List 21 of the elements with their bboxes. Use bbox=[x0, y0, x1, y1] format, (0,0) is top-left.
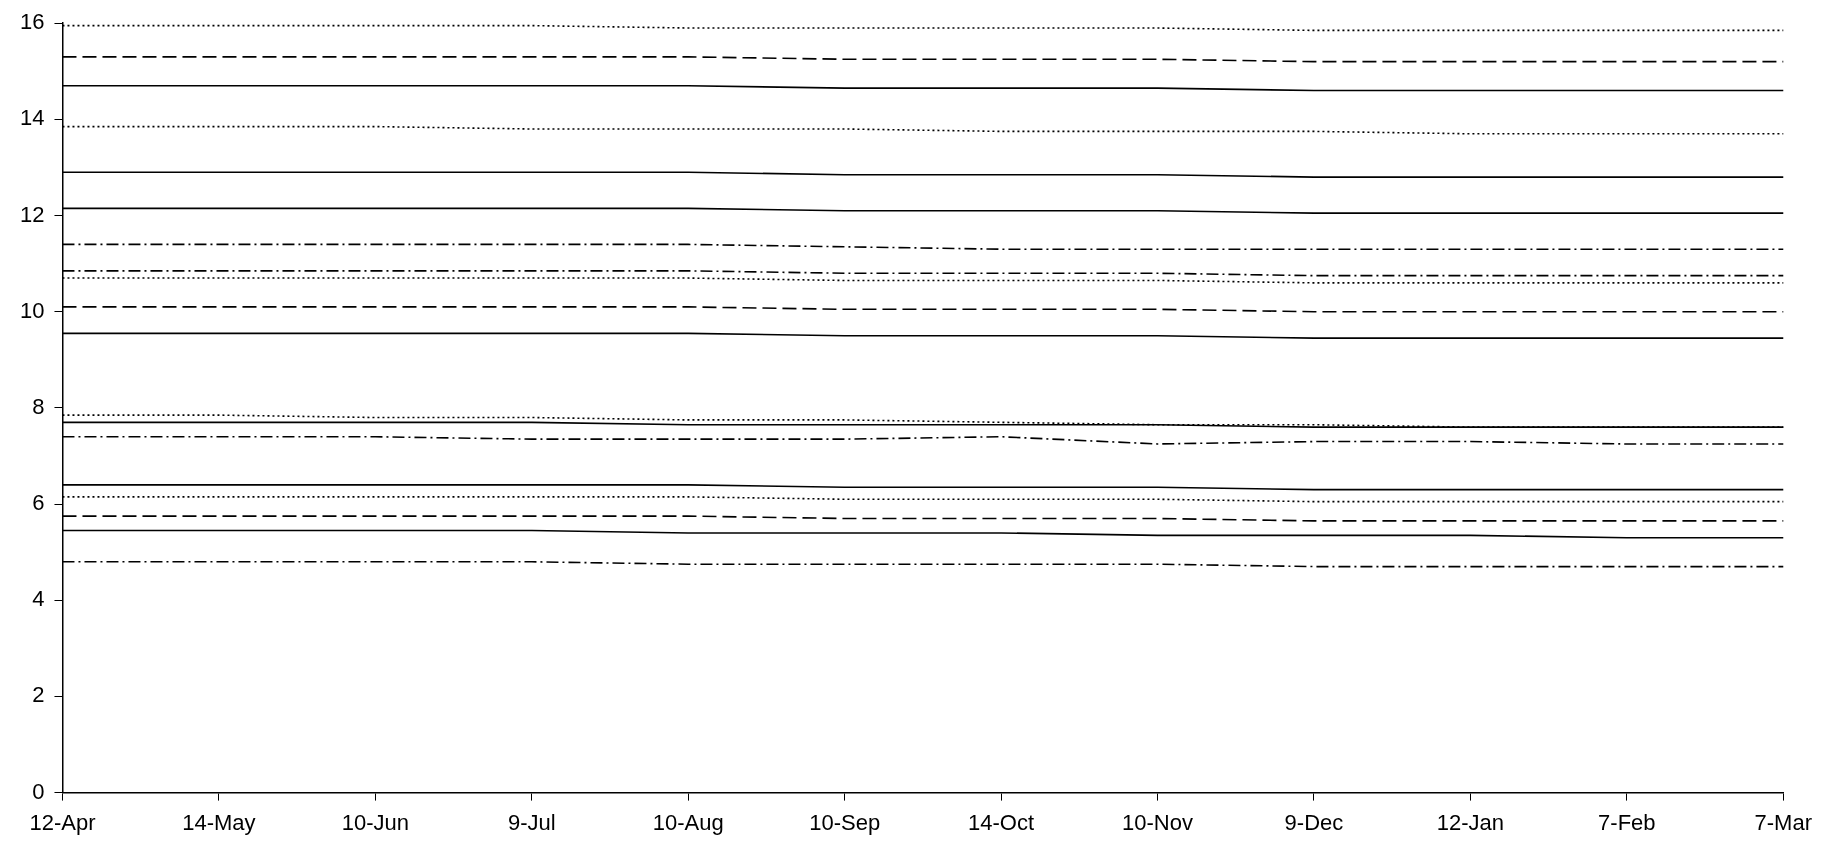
x-tick-label: 14-Oct bbox=[968, 809, 1035, 835]
x-tick-label: 10-Sep bbox=[809, 809, 881, 835]
y-tick-label: 8 bbox=[32, 393, 45, 419]
x-tick-label: 10-Aug bbox=[652, 809, 724, 835]
x-tick-label: 9-Jul bbox=[507, 809, 556, 835]
x-tick-label: 7-Mar bbox=[1754, 809, 1812, 835]
x-tick-label: 10-Nov bbox=[1122, 809, 1193, 835]
y-tick-label: 6 bbox=[32, 490, 45, 516]
y-tick-label: 16 bbox=[19, 9, 45, 35]
x-tick-label: 14-May bbox=[182, 809, 256, 835]
x-tick-label: 12-Apr bbox=[29, 809, 96, 835]
x-tick-label: 9-Dec bbox=[1284, 809, 1344, 835]
y-tick-label: 12 bbox=[19, 201, 45, 227]
y-tick-label: 4 bbox=[32, 586, 45, 612]
y-tick-label: 2 bbox=[32, 682, 45, 708]
x-tick-label: 12-Jan bbox=[1436, 809, 1505, 835]
y-tick-label: 14 bbox=[19, 105, 45, 131]
y-tick-label: 0 bbox=[32, 778, 45, 804]
x-tick-label: 7-Feb bbox=[1598, 809, 1656, 835]
x-tick-label: 10-Jun bbox=[341, 809, 409, 835]
y-tick-label: 10 bbox=[19, 297, 45, 323]
